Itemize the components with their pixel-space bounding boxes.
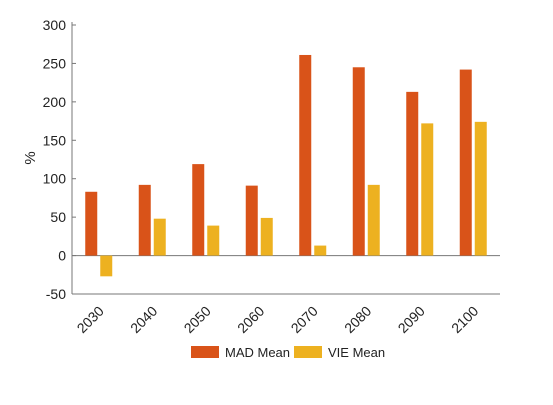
y-tick-label: 100 [43,171,67,187]
y-tick-label: 150 [43,132,67,148]
bar-mad-mean-2090 [406,91,419,256]
bar-vie-mean-2070 [314,245,327,256]
bar-vie-mean-2050 [207,225,220,256]
y-tick-label: -50 [46,286,66,302]
bar-vie-mean-2040 [153,218,166,256]
y-axis-label: % [22,151,39,164]
legend: MAD Mean VIE Mean [191,345,385,360]
legend-label-vie-mean: VIE Mean [328,345,385,360]
x-tick-label: 2070 [288,303,321,336]
legend-label-mad-mean: MAD Mean [225,345,290,360]
bar-mad-mean-2070 [299,54,312,256]
bar-vie-mean-2060 [260,217,273,256]
bars [85,54,487,277]
bar-vie-mean-2080 [367,184,380,256]
x-tick-label: 2060 [234,303,267,336]
bar-mad-mean-2030 [85,191,98,256]
x-tick-label: 2050 [181,303,214,336]
bar-mad-mean-2080 [352,67,365,256]
y-tick-label: 200 [43,94,67,110]
x-ticks: 2030 2040 2050 2060 2070 2080 2090 2100 [74,303,482,336]
bar-vie-mean-2030 [100,255,113,277]
bar-vie-mean-2100 [474,121,487,256]
axes [71,22,500,295]
y-tick-label: 250 [43,55,67,71]
bar-mad-mean-2050 [192,164,205,256]
y-ticks: -50 0 50 100 150 200 250 300 [43,17,76,302]
x-tick-label: 2040 [127,303,160,336]
legend-swatch-vie-mean [294,346,322,358]
y-tick-label: 0 [58,248,66,264]
x-tick-label: 2080 [341,303,374,336]
bar-mad-mean-2100 [459,69,472,256]
bar-mad-mean-2060 [245,185,258,256]
x-tick-label: 2100 [448,303,481,336]
bar-mad-mean-2040 [138,184,151,256]
legend-swatch-mad-mean [191,346,219,358]
y-tick-label: 50 [50,209,66,225]
x-tick-label: 2090 [395,303,428,336]
y-tick-label: 300 [43,17,67,33]
bar-vie-mean-2090 [421,123,434,256]
x-tick-label: 2030 [74,303,107,336]
